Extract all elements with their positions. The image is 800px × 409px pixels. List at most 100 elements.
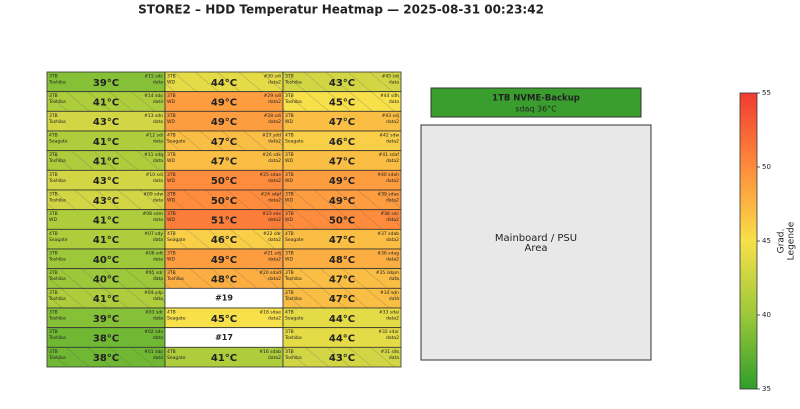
drive-pool: data [153, 217, 163, 223]
drive-pool: data2 [268, 276, 281, 282]
colorbar-label: Legende [787, 221, 797, 260]
drive-pool: data [153, 99, 163, 105]
drive-brand: Toshiba [284, 276, 302, 282]
colorbar-tick-label: 40 [762, 311, 771, 319]
hatch [283, 72, 401, 92]
drive-slot: #01 sdo [144, 349, 163, 355]
drive-temp: 43°C [93, 176, 119, 187]
drive-slot: #03 sdr [145, 310, 163, 316]
drive-slot: #45 sdi [382, 74, 399, 80]
drive-brand: Toshiba [284, 80, 302, 86]
nvme-box [430, 87, 642, 118]
drive-brand: Toshiba [48, 355, 66, 361]
drive-brand: WD [167, 119, 175, 125]
hatch [283, 91, 401, 112]
drive-brand: WD [167, 178, 175, 184]
drive-brand: Seagate [167, 355, 186, 361]
hatch [47, 190, 165, 210]
drive-slot: #23 sdx [262, 211, 281, 217]
drive-temp: 41°C [93, 294, 119, 305]
drive-pool: data2 [268, 237, 281, 243]
drive-slot: #06 sdt [145, 251, 163, 257]
drive-size: 3TB [285, 93, 294, 99]
hatch [165, 229, 283, 249]
drive-slot: #04 sdp [144, 290, 163, 296]
drive-pool: data [153, 316, 163, 322]
hatch [47, 268, 165, 289]
drive-pool: data2 [268, 99, 281, 105]
drive-size: 3TB [49, 251, 58, 257]
drive-temp: 43°C [329, 78, 355, 89]
drive-brand: Toshiba [48, 119, 66, 125]
drive-temp: 45°C [329, 98, 355, 109]
drive-pool: data2 [386, 119, 399, 125]
drive-size: 3TB [167, 211, 176, 217]
drive-temp: 45°C [211, 314, 237, 325]
drive-pool: data [153, 335, 163, 341]
drive-temp: 47°C [211, 137, 237, 148]
drive-temp: 39°C [93, 78, 119, 89]
drive-temp: 39°C [93, 314, 119, 325]
drive-brand: Toshiba [284, 335, 302, 341]
drive-temp: 50°C [211, 176, 237, 187]
drive-size: 4TB [167, 133, 176, 139]
drive-temp: 41°C [93, 157, 119, 168]
drive-temp: 49°C [329, 196, 355, 207]
drive-pool: data [153, 257, 163, 263]
drive-temp: 50°C [211, 196, 237, 207]
drive-slot: #33 sdai [379, 310, 399, 316]
drive-temp: 46°C [211, 235, 237, 246]
colorbar-label: Grad. [777, 229, 787, 254]
mainboard-label: Area [524, 243, 547, 254]
drive-pool: data [153, 80, 163, 86]
drive-brand: Toshiba [48, 335, 66, 341]
drive-pool: data [153, 296, 163, 302]
drive-size: 3TB [285, 113, 294, 119]
drive-pool: data2 [268, 198, 281, 204]
drive-brand: WD [285, 158, 293, 164]
slot-label: #19 [215, 294, 233, 303]
drive-pool: data2 [386, 139, 399, 145]
drive-pool: data [153, 119, 163, 125]
drive-brand: Seagate [167, 316, 186, 322]
slot-label: #17 [215, 333, 233, 342]
drive-pool: data [389, 355, 399, 361]
drive-brand: Toshiba [284, 99, 302, 105]
drive-temp: 49°C [211, 255, 237, 266]
drive-pool: data [153, 355, 163, 361]
drive-size: 3TB [285, 211, 294, 217]
drive-brand: Toshiba [48, 316, 66, 322]
drive-slot: #20 sdad [259, 270, 281, 276]
drive-brand: Toshiba [48, 198, 66, 204]
drive-size: 3TB [49, 310, 58, 316]
drive-size: 3TB [49, 152, 58, 158]
drive-pool: data [153, 158, 163, 164]
colorbar-tick-label: 55 [762, 89, 771, 97]
drive-temp: 49°C [211, 98, 237, 109]
drive-temp: 40°C [93, 255, 119, 266]
drive-slot: #35 sdam [376, 270, 399, 276]
drive-temp: 41°C [211, 353, 237, 364]
drive-slot: #15 sdc [144, 74, 163, 80]
drive-slot: #08 sdm [142, 211, 163, 217]
drive-pool: data [153, 198, 163, 204]
drive-brand: WD [167, 217, 175, 223]
drive-size: 3TB [285, 290, 294, 296]
hatch [165, 190, 283, 210]
mainboard-label: Mainboard / PSU [495, 233, 577, 244]
drive-pool: data2 [386, 237, 399, 243]
drive-size: 3TB [285, 172, 294, 178]
drive-brand: WD [285, 217, 293, 223]
drive-brand: Toshiba [48, 158, 66, 164]
drive-slot: #42 sdw [379, 133, 399, 139]
drive-slot: #16 sdab [259, 349, 281, 355]
drive-size: 4TB [167, 231, 176, 237]
drive-pool: data2 [268, 355, 281, 361]
drive-size: 3TB [285, 251, 294, 257]
drive-size: 3TB [285, 192, 294, 198]
drive-brand: Toshiba [284, 296, 302, 302]
drive-size: 3TB [285, 152, 294, 158]
drive-pool: data [389, 99, 399, 105]
drive-slot: #22 sdr [263, 231, 281, 237]
